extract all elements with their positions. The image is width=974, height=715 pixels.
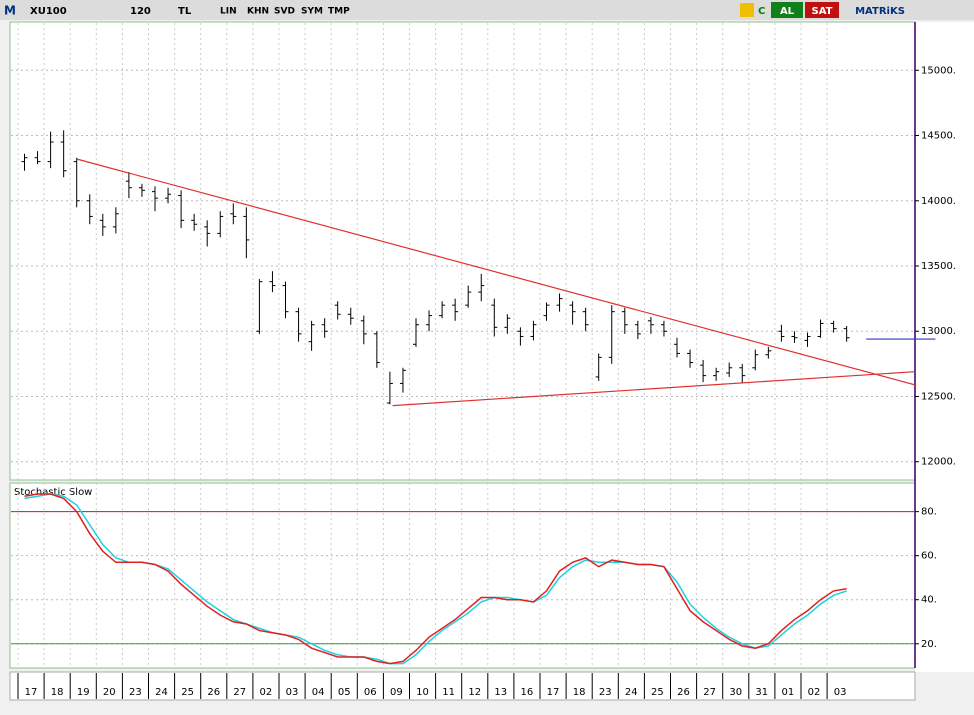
x-tick-label: 09 <box>390 687 403 698</box>
y-tick-label: 14500. <box>921 131 956 142</box>
x-tick-label: 24 <box>625 687 638 698</box>
x-tick-label: 04 <box>312 687 325 698</box>
x-tick-label: 30 <box>729 687 742 698</box>
x-tick-label: 18 <box>573 687 586 698</box>
y-tick-label: 60. <box>921 551 937 562</box>
x-tick-label: 26 <box>207 687 220 698</box>
x-tick-label: 01 <box>782 687 795 698</box>
x-tick-label: 27 <box>703 687 716 698</box>
y-tick-label: 12000. <box>921 457 956 468</box>
brand: MATRiKS <box>855 6 905 17</box>
toolbar-button[interactable]: KHN <box>247 7 269 17</box>
x-tick-label: 18 <box>51 687 64 698</box>
trendline <box>392 371 915 407</box>
y-tick-label: 13500. <box>921 261 956 272</box>
x-tick-label: 23 <box>599 687 612 698</box>
y-tick-label: 13000. <box>921 326 956 337</box>
toolbar <box>0 0 974 20</box>
axis-area <box>915 22 974 672</box>
panel-title: Stochastic Slow <box>14 487 92 498</box>
buy-bg <box>771 2 803 18</box>
x-tick-label: 20 <box>103 687 116 698</box>
y-tick-label: 20. <box>921 639 937 650</box>
icon[interactable] <box>740 3 754 17</box>
x-tick-label: 03 <box>286 687 299 698</box>
currency[interactable]: TL <box>178 6 192 17</box>
x-tick-label: 02 <box>260 687 273 698</box>
toolbar-button[interactable]: TMP <box>328 7 350 17</box>
period[interactable]: 120 <box>130 6 151 17</box>
x-tick-label: 25 <box>181 687 194 698</box>
menu[interactable]: M <box>4 4 16 18</box>
x-tick-label: 13 <box>494 687 507 698</box>
toolbar-button[interactable]: SVD <box>274 7 295 17</box>
x-tick-label: 17 <box>547 687 560 698</box>
x-tick-label: 03 <box>834 687 847 698</box>
trendline <box>76 158 915 386</box>
y-tick-label: 80. <box>921 507 937 518</box>
x-tick-label: 25 <box>651 687 664 698</box>
sell-button[interactable]: SAT <box>812 6 833 17</box>
date-axis <box>9 671 916 701</box>
toolbar-button[interactable]: LIN <box>220 7 237 17</box>
x-tick-label: 16 <box>521 687 534 698</box>
x-tick-label: 26 <box>677 687 690 698</box>
symbol[interactable]: XU100 <box>30 6 67 17</box>
x-tick-label: 11 <box>442 687 455 698</box>
x-tick-label: 06 <box>364 687 377 698</box>
x-tick-label: 19 <box>77 687 90 698</box>
stoch-line <box>24 493 847 665</box>
x-tick-label: 27 <box>233 687 246 698</box>
x-tick-label: 10 <box>416 687 429 698</box>
y-tick-label: 40. <box>921 595 937 606</box>
x-tick-label: 31 <box>755 687 768 698</box>
c-button[interactable]: C <box>758 6 765 17</box>
price-panel <box>9 21 916 481</box>
x-tick-label: 12 <box>468 687 481 698</box>
y-tick-label: 15000. <box>921 65 956 76</box>
buy-button[interactable]: AL <box>780 6 795 17</box>
y-tick-label: 12500. <box>921 391 956 402</box>
stoch-panel <box>9 482 916 669</box>
y-tick-label: 14000. <box>921 196 956 207</box>
toolbar-button[interactable]: SYM <box>301 7 323 17</box>
x-tick-label: 23 <box>129 687 142 698</box>
stoch-line <box>24 493 847 665</box>
x-tick-label: 17 <box>25 687 38 698</box>
x-tick-label: 02 <box>808 687 821 698</box>
sell-bg <box>805 2 839 18</box>
x-tick-label: 05 <box>338 687 351 698</box>
x-tick-label: 24 <box>155 687 168 698</box>
